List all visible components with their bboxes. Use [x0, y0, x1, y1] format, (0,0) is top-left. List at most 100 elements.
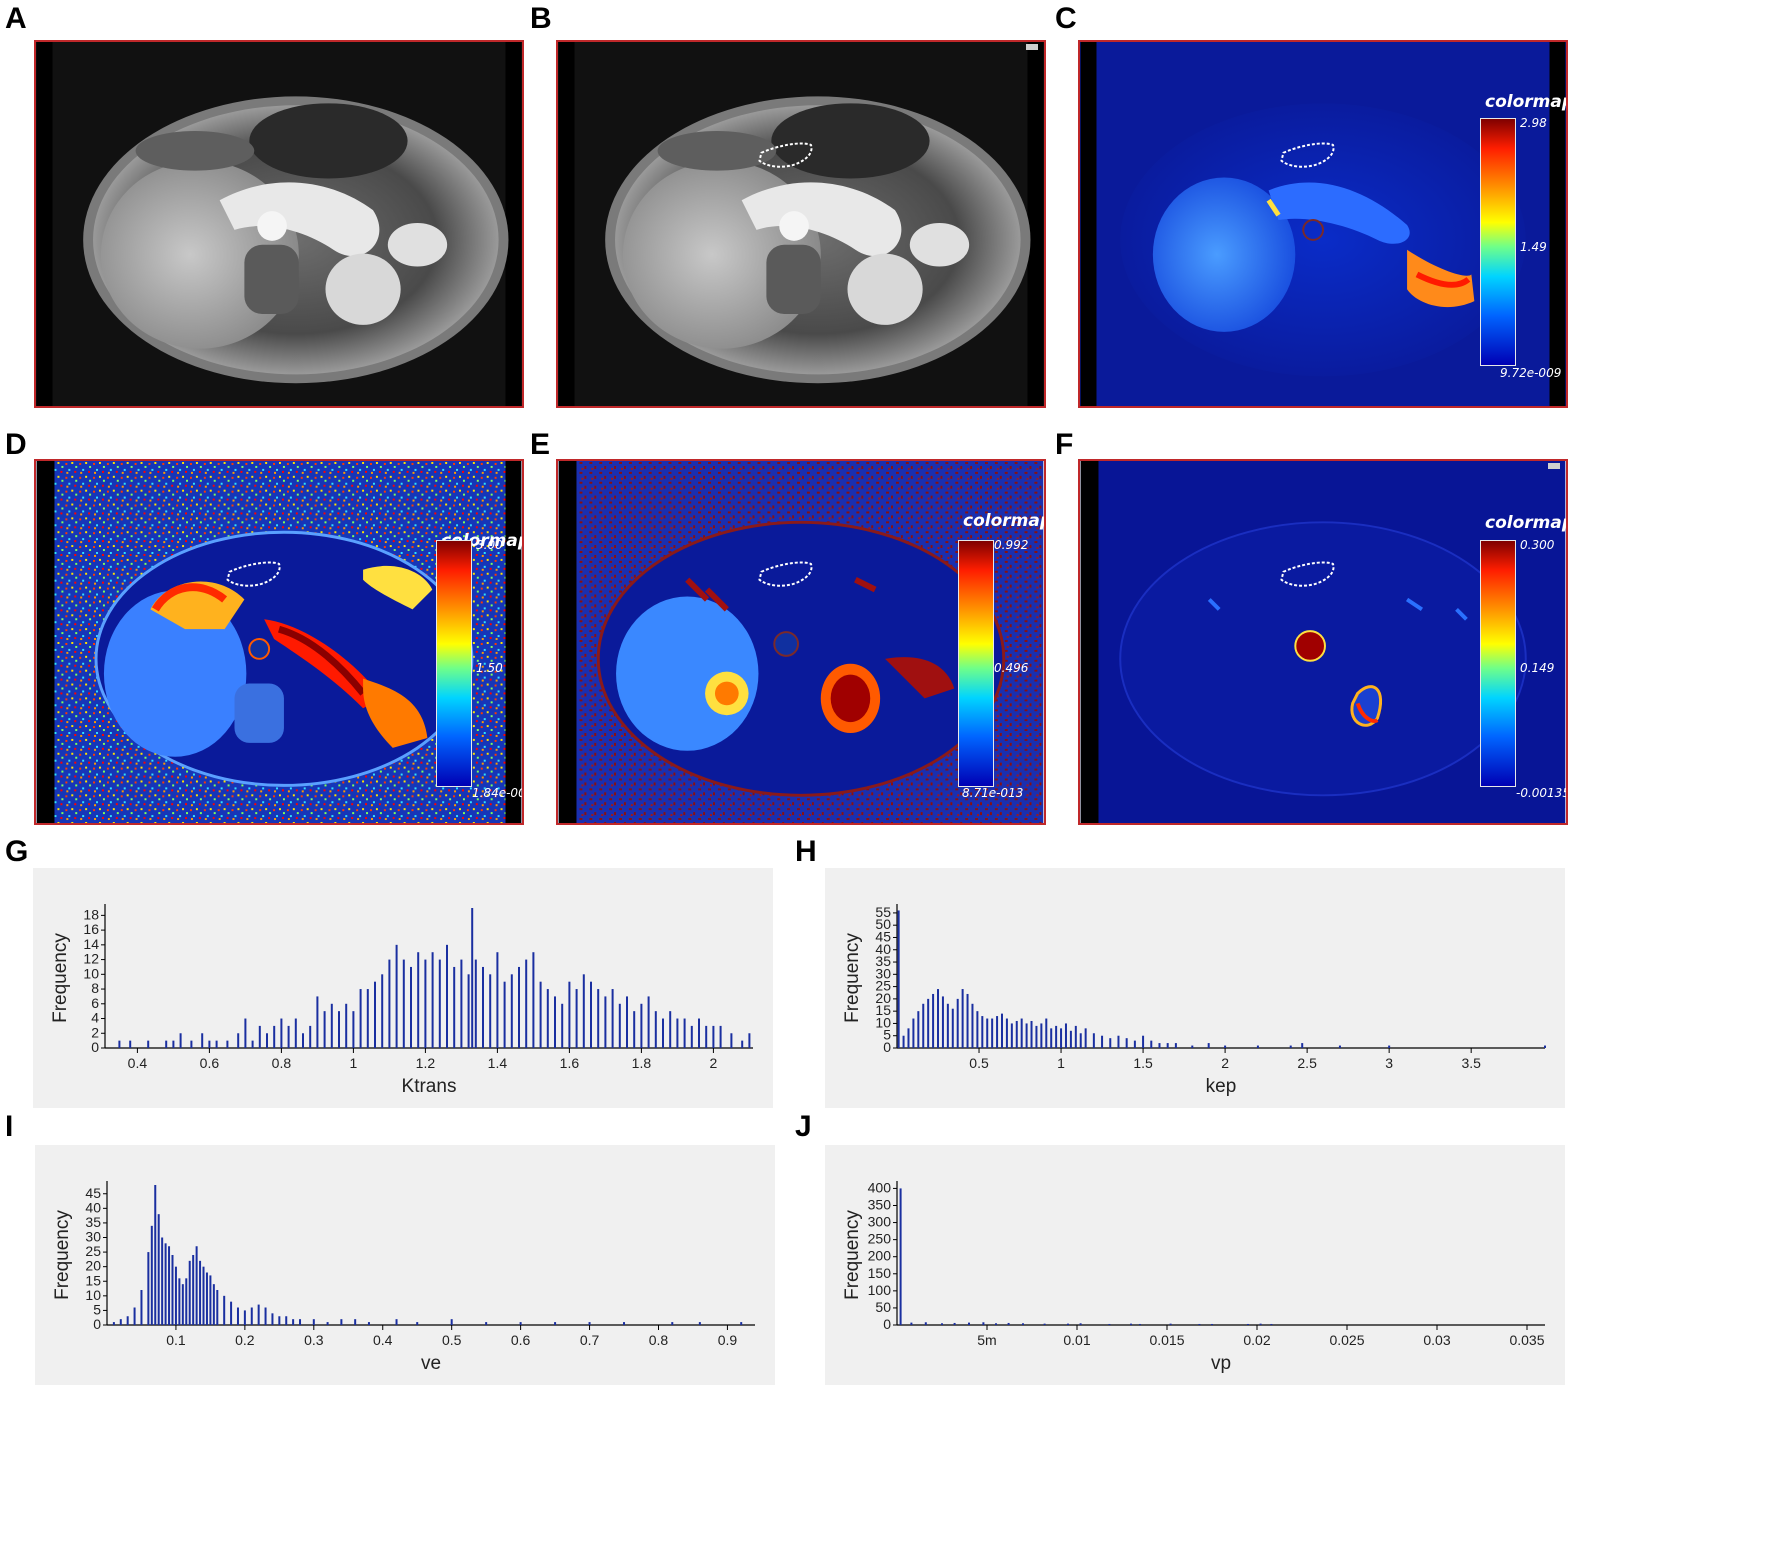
histogram-bar: [273, 1025, 276, 1048]
x-tick-label: 1.8: [632, 1055, 652, 1071]
y-axis-title: Frequency: [52, 1210, 73, 1300]
roi-outline: [1280, 142, 1335, 168]
histogram-bar: [1007, 1322, 1010, 1325]
histogram-bar: [1045, 1018, 1048, 1048]
y-tick-label: 8: [91, 980, 99, 996]
y-tick-label: 50: [875, 916, 891, 932]
histogram-bar: [968, 1322, 970, 1325]
y-tick-label: 30: [875, 965, 891, 981]
roi-outline: [226, 561, 281, 587]
histogram-bar: [366, 989, 369, 1048]
y-tick-label: 55: [875, 904, 891, 920]
colormap-mid-value: 0.496: [994, 661, 1029, 675]
histogram-bar: [237, 1033, 240, 1048]
colormap-mid-value: 1.50: [476, 661, 503, 675]
x-tick-label: 0.6: [200, 1055, 220, 1071]
histogram-bar: [1022, 1323, 1024, 1325]
x-tick-label: 0.02: [1243, 1332, 1270, 1348]
histogram-bar: [147, 1040, 150, 1048]
colormap-panel-e: colormap 0.992 0.496 8.71e-013: [556, 459, 1046, 825]
histogram-bar: [367, 1322, 370, 1325]
histogram-bar: [1101, 1035, 1104, 1048]
histogram-bar: [698, 1322, 701, 1325]
histogram-bar: [503, 981, 506, 1048]
histogram-bar: [174, 1266, 177, 1325]
histogram-bar: [1055, 1025, 1058, 1048]
histogram-bar: [271, 1313, 274, 1325]
histogram-bar: [698, 1018, 700, 1048]
histogram-bar: [1079, 1033, 1082, 1048]
histogram-bar: [922, 1003, 925, 1048]
histogram-bar: [956, 998, 959, 1048]
histogram-bar: [354, 1319, 357, 1325]
histogram-bar: [748, 1033, 751, 1048]
histogram-bar: [388, 959, 391, 1048]
x-tick-label: 0.7: [580, 1332, 600, 1348]
histogram-bar: [417, 952, 420, 1048]
histogram-bar: [316, 996, 319, 1048]
histogram-bar: [604, 996, 607, 1048]
histogram-bar: [690, 1025, 693, 1048]
histogram-bar: [1270, 1323, 1273, 1325]
y-tick-label: 40: [85, 1199, 101, 1215]
histogram-bar: [1084, 1028, 1087, 1048]
x-tick-label: 0.5: [969, 1055, 989, 1071]
colormap-mid-value: 1.49: [1520, 240, 1547, 254]
histogram-bar: [991, 1018, 994, 1048]
histogram-bar: [323, 1011, 326, 1048]
roi-outline: [758, 142, 813, 168]
x-tick-label: 1.5: [1133, 1055, 1153, 1071]
histogram-bar: [996, 1016, 999, 1048]
colormap-scale-bar: [1480, 118, 1516, 366]
histogram-bar: [201, 1033, 204, 1048]
x-tick-label: 0.4: [128, 1055, 148, 1071]
histogram-bar: [485, 1322, 488, 1325]
histogram-bar: [1289, 1045, 1292, 1048]
histogram-bar: [460, 959, 463, 1048]
histogram-bar: [1150, 1040, 1153, 1048]
histogram-bar: [154, 1185, 157, 1325]
y-tick-label: 45: [875, 928, 891, 944]
histogram-bar: [626, 996, 628, 1048]
histogram-bar: [438, 959, 441, 1048]
histogram-bar: [986, 1018, 989, 1048]
colormap-min-value: 9.72e-009: [1500, 366, 1562, 380]
histogram-panel-j: 0 50 100 150 200 250 300 350 400 5m 0.01 0.015 0.02 0…: [825, 1145, 1565, 1385]
histogram-bar: [416, 1322, 419, 1325]
histogram-bar: [1040, 1023, 1043, 1048]
histogram-bar: [292, 1319, 295, 1325]
histogram-bar: [1158, 1043, 1161, 1048]
y-tick-label: 12: [83, 951, 99, 967]
histogram-bar: [359, 989, 362, 1048]
x-tick-label: 0.015: [1149, 1332, 1184, 1348]
y-tick-label: 5: [883, 1027, 891, 1043]
histogram-bar: [410, 966, 412, 1048]
histogram-bar: [924, 1322, 927, 1325]
histogram-bar: [1191, 1045, 1194, 1048]
histogram-bar: [188, 1260, 191, 1325]
histogram-bar: [1224, 1045, 1227, 1048]
x-tick-label: 0.2: [235, 1332, 255, 1348]
histogram-bar: [575, 989, 578, 1048]
histogram-bar: [280, 1018, 283, 1048]
histogram-bar: [181, 1284, 184, 1325]
histogram-bar: [917, 1011, 920, 1048]
histogram-bar: [223, 1295, 226, 1325]
y-tick-label: 10: [875, 1014, 891, 1030]
y-tick-label: 0: [883, 1316, 891, 1332]
histogram-bar: [251, 1040, 254, 1048]
histogram-bar: [161, 1237, 164, 1325]
histogram-bar: [971, 1003, 974, 1048]
viewer-controls-icon: [1548, 463, 1560, 469]
histogram-bar: [446, 944, 448, 1048]
histogram-bar: [1133, 1040, 1136, 1048]
histogram-bar: [981, 1016, 984, 1048]
histogram-bar: [741, 1040, 744, 1048]
y-tick-label: 5: [93, 1301, 101, 1317]
histogram-bar: [1247, 1323, 1249, 1325]
histogram-bar: [995, 1323, 997, 1325]
histogram-bar: [961, 989, 964, 1048]
histogram-bar: [215, 1040, 218, 1048]
